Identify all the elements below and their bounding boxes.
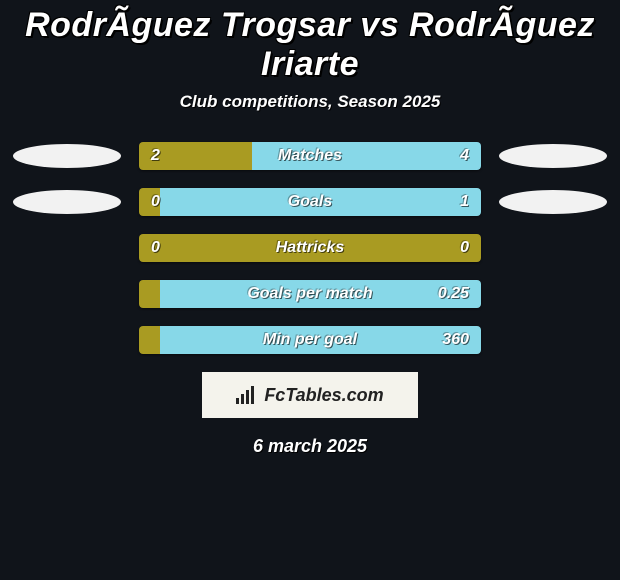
- stat-row: Goals per match0.25: [0, 280, 620, 308]
- stat-bar: Matches2 4: [139, 142, 481, 170]
- stat-value-left: 0: [151, 234, 160, 262]
- stat-bar: Goals0 1: [139, 188, 481, 216]
- stat-bar: Goals per match0.25: [139, 280, 481, 308]
- date-label: 6 march 2025: [0, 436, 620, 457]
- fctables-logo[interactable]: FcTables.com: [202, 372, 418, 418]
- stat-label: Goals: [139, 188, 481, 216]
- player-right-marker: [499, 144, 607, 168]
- stat-row: Min per goal360: [0, 326, 620, 354]
- logo-text: FcTables.com: [264, 385, 383, 406]
- stat-label: Min per goal: [139, 326, 481, 354]
- page-title: RodrÃ­guez Trogsar vs RodrÃ­guez Iriarte: [0, 6, 620, 84]
- stat-label: Hattricks: [139, 234, 481, 262]
- stat-row: Matches2 4: [0, 142, 620, 170]
- stat-value-right: 0: [460, 234, 469, 262]
- stat-bar: Hattricks0 0: [139, 234, 481, 262]
- stat-value-left: 2: [151, 142, 160, 170]
- player-left-marker: [13, 144, 121, 168]
- player-right-marker: [499, 190, 607, 214]
- stat-label: Goals per match: [139, 280, 481, 308]
- page-subtitle: Club competitions, Season 2025: [0, 92, 620, 112]
- stat-value-left: 0: [151, 188, 160, 216]
- comparison-infographic: RodrÃ­guez Trogsar vs RodrÃ­guez Iriarte…: [0, 0, 620, 580]
- stat-value-right: 0.25: [438, 280, 469, 308]
- stat-rows: Matches24Goals01Hattricks00Goals per mat…: [0, 142, 620, 354]
- stat-value-right: 1: [460, 188, 469, 216]
- stat-row: Goals0 1: [0, 188, 620, 216]
- stat-value-right: 4: [460, 142, 469, 170]
- stat-value-right: 360: [442, 326, 469, 354]
- bar-chart-icon: [236, 386, 258, 404]
- stat-row: Hattricks0 0: [0, 234, 620, 262]
- player-left-marker: [13, 190, 121, 214]
- stat-label: Matches: [139, 142, 481, 170]
- stat-bar: Min per goal360: [139, 326, 481, 354]
